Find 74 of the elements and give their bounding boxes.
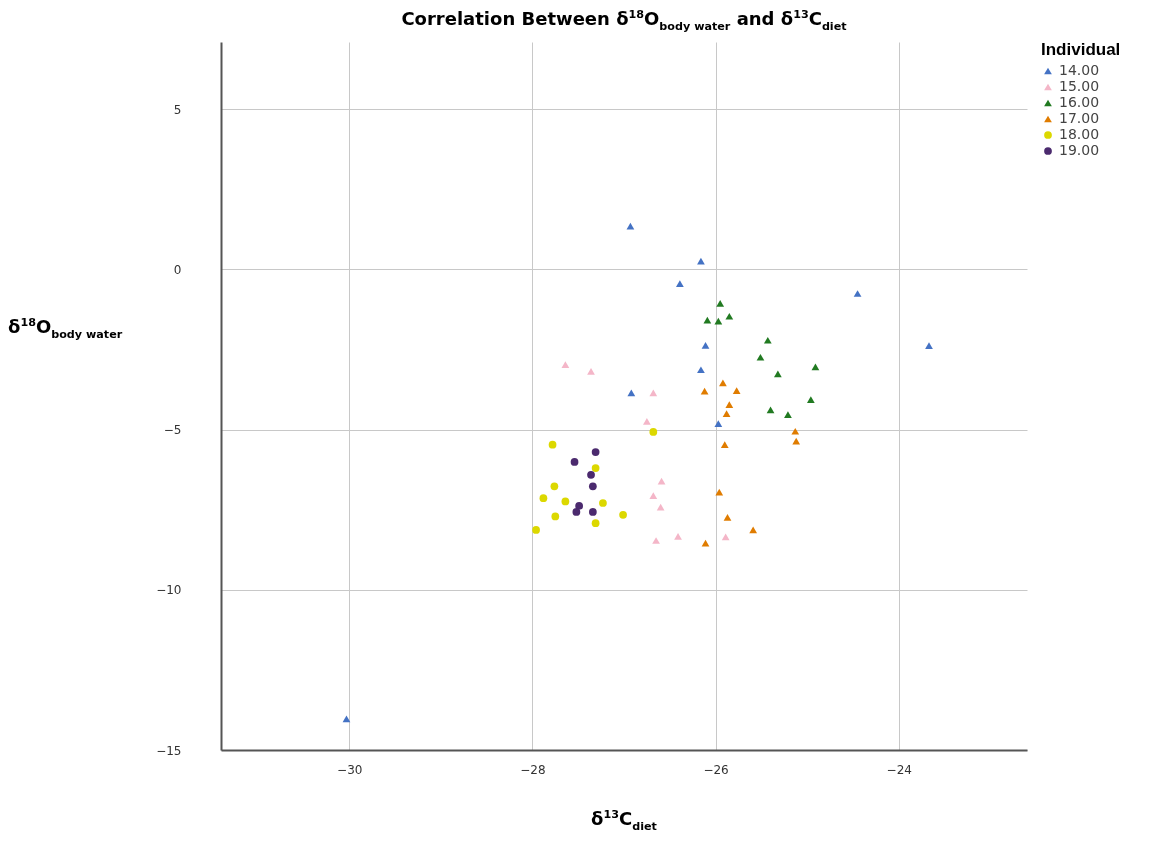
point (732, 387, 741, 394)
point (674, 532, 682, 540)
point (649, 428, 658, 436)
x-tick-label: −26 (703, 762, 729, 777)
point (749, 526, 758, 534)
point (714, 420, 723, 427)
point (570, 458, 579, 466)
legend-label: 18.00 (1059, 126, 1100, 142)
point (588, 508, 597, 516)
x-tick-label: −28 (520, 762, 546, 777)
point (572, 508, 581, 516)
point (591, 519, 600, 528)
point (652, 537, 660, 544)
y-tick-label: −15 (156, 743, 182, 758)
legend-label: 15.00 (1059, 78, 1100, 94)
legend-title: Individual (1041, 40, 1121, 59)
point (591, 464, 600, 472)
point (766, 406, 775, 414)
legend-label: 19.00 (1059, 142, 1100, 158)
point (532, 526, 540, 534)
point (722, 410, 731, 417)
point (588, 482, 597, 491)
point (550, 482, 559, 491)
point (774, 370, 782, 378)
point (643, 417, 651, 425)
point (792, 437, 801, 445)
point (627, 389, 636, 397)
point (561, 497, 570, 506)
point (791, 427, 800, 435)
chart-title: Correlation Between δ$^{18}$O$_{body water}$ and δ$^{13}$C$_{diet}$ (400, 8, 848, 33)
point (548, 440, 557, 449)
point (723, 514, 732, 521)
point (720, 441, 729, 449)
point (716, 300, 725, 307)
x-axis-title: δ$^{13}$C$_{diet}$ (590, 808, 658, 833)
legend-label: 17.00 (1059, 110, 1100, 126)
y-tick-label: 5 (173, 102, 182, 117)
point (784, 411, 792, 418)
point (697, 366, 705, 374)
point (763, 336, 772, 344)
point (342, 715, 351, 723)
point (649, 492, 658, 499)
y-tick-label: 0 (173, 262, 182, 277)
y-axis-title: δ$^{18}$O$_{body water}$ (8, 316, 123, 341)
point (701, 342, 710, 349)
point (719, 379, 727, 387)
point (806, 396, 815, 403)
point (626, 222, 635, 230)
point (756, 353, 765, 361)
point (725, 312, 734, 320)
y-tick-label: −5 (163, 423, 182, 438)
point (725, 401, 734, 408)
point (657, 477, 666, 485)
legend-label: 14.00 (1059, 62, 1100, 78)
y-tick-label: −10 (156, 583, 182, 598)
point (853, 290, 862, 297)
point (619, 510, 627, 519)
point (811, 363, 820, 371)
point (561, 361, 570, 368)
point (551, 512, 560, 521)
point (701, 539, 710, 547)
legend-label: 16.00 (1059, 94, 1100, 110)
point (591, 448, 600, 456)
x-tick-label: −24 (886, 762, 912, 777)
point (656, 503, 665, 511)
point (649, 389, 658, 397)
point (700, 387, 709, 395)
point (925, 342, 933, 350)
point (599, 499, 607, 507)
x-tick-label: −30 (337, 762, 363, 777)
point (587, 470, 595, 479)
point (676, 280, 684, 287)
point (539, 494, 548, 503)
point (587, 367, 595, 375)
